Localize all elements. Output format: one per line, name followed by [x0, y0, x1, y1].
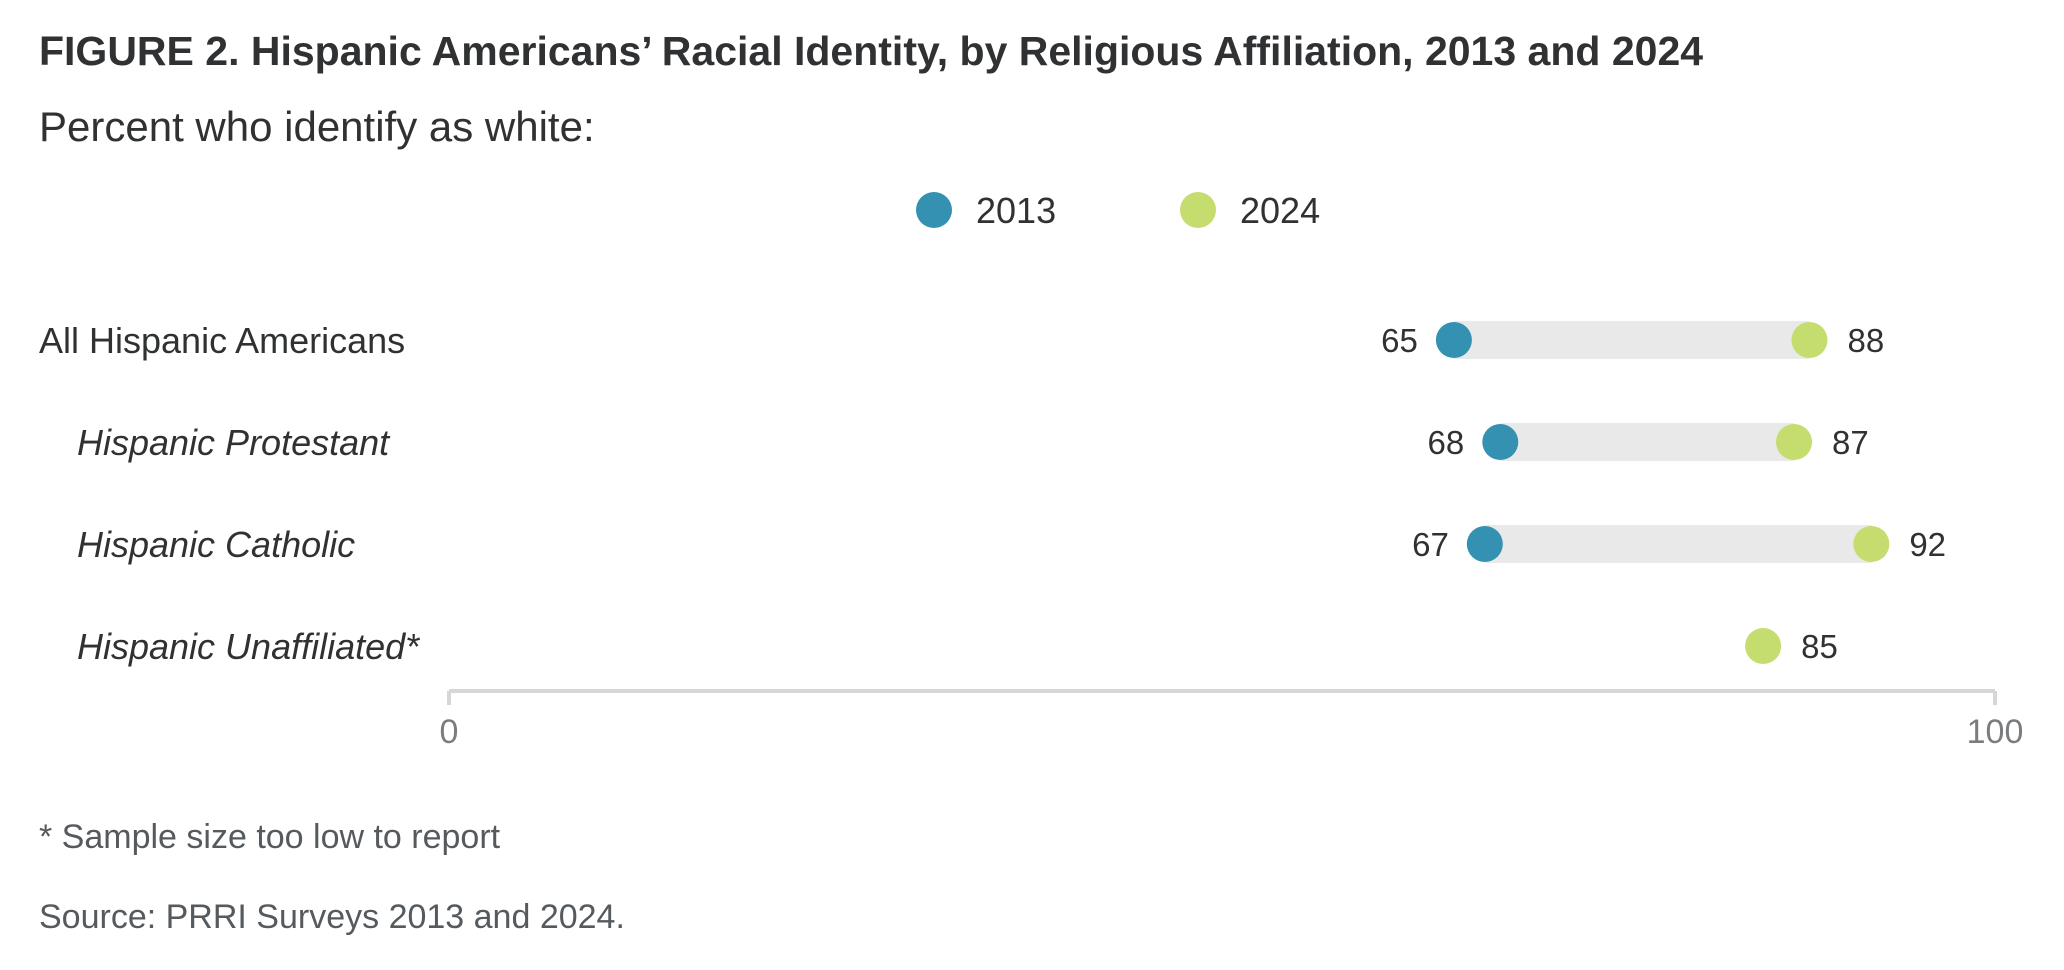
range-bar: [1453, 321, 1810, 359]
tick-label: 0: [440, 713, 459, 751]
legend: 2013 2024: [916, 190, 1320, 231]
chart-subtitle: Percent who identify as white:: [39, 103, 595, 150]
category-label: All Hispanic Americans: [39, 320, 405, 361]
chart-row: All Hispanic Americans 65 88: [39, 320, 1884, 361]
range-bar: [1500, 423, 1795, 461]
chart-title: FIGURE 2. Hispanic Americans’ Racial Ide…: [39, 28, 1704, 74]
value-label-2013: 67: [1412, 526, 1449, 563]
chart-row: Hispanic Catholic 67 92: [77, 524, 1946, 565]
legend-marker-2024: [1180, 192, 1216, 228]
dot-2013: [1435, 322, 1472, 358]
value-label-2024: 85: [1801, 628, 1838, 665]
value-label-2013: 65: [1381, 322, 1418, 359]
category-label: Hispanic Unaffiliated*: [77, 626, 420, 667]
value-label-2024: 88: [1847, 322, 1884, 359]
dot-2013: [1466, 526, 1503, 562]
category-label: Hispanic Catholic: [77, 524, 355, 565]
chart-rows: All Hispanic Americans 65 88 Hispanic Prote…: [39, 320, 1946, 667]
chart-row: Hispanic Unaffiliated* 85: [77, 626, 1838, 667]
footnote: * Sample size too low to report: [39, 818, 501, 856]
source-note: Source: PRRI Surveys 2013 and 2024.: [39, 898, 625, 936]
dot-2024: [1776, 424, 1813, 460]
legend-label-2024: 2024: [1240, 190, 1320, 231]
dot-2013: [1482, 424, 1519, 460]
category-label: Hispanic Protestant: [77, 422, 391, 463]
range-bar: [1484, 525, 1872, 563]
dot-2024: [1745, 628, 1782, 664]
chart-row: Hispanic Protestant 68 87: [77, 422, 1869, 463]
dot-2024: [1791, 322, 1828, 358]
dot-2024: [1853, 526, 1890, 562]
value-label-2024: 87: [1832, 424, 1869, 461]
legend-marker-2013: [916, 192, 952, 228]
value-label-2013: 68: [1428, 424, 1465, 461]
value-label-2024: 92: [1909, 526, 1946, 563]
tick-label: 100: [1967, 713, 2024, 751]
legend-label-2013: 2013: [976, 190, 1056, 231]
x-axis: 0 100: [440, 689, 2024, 751]
